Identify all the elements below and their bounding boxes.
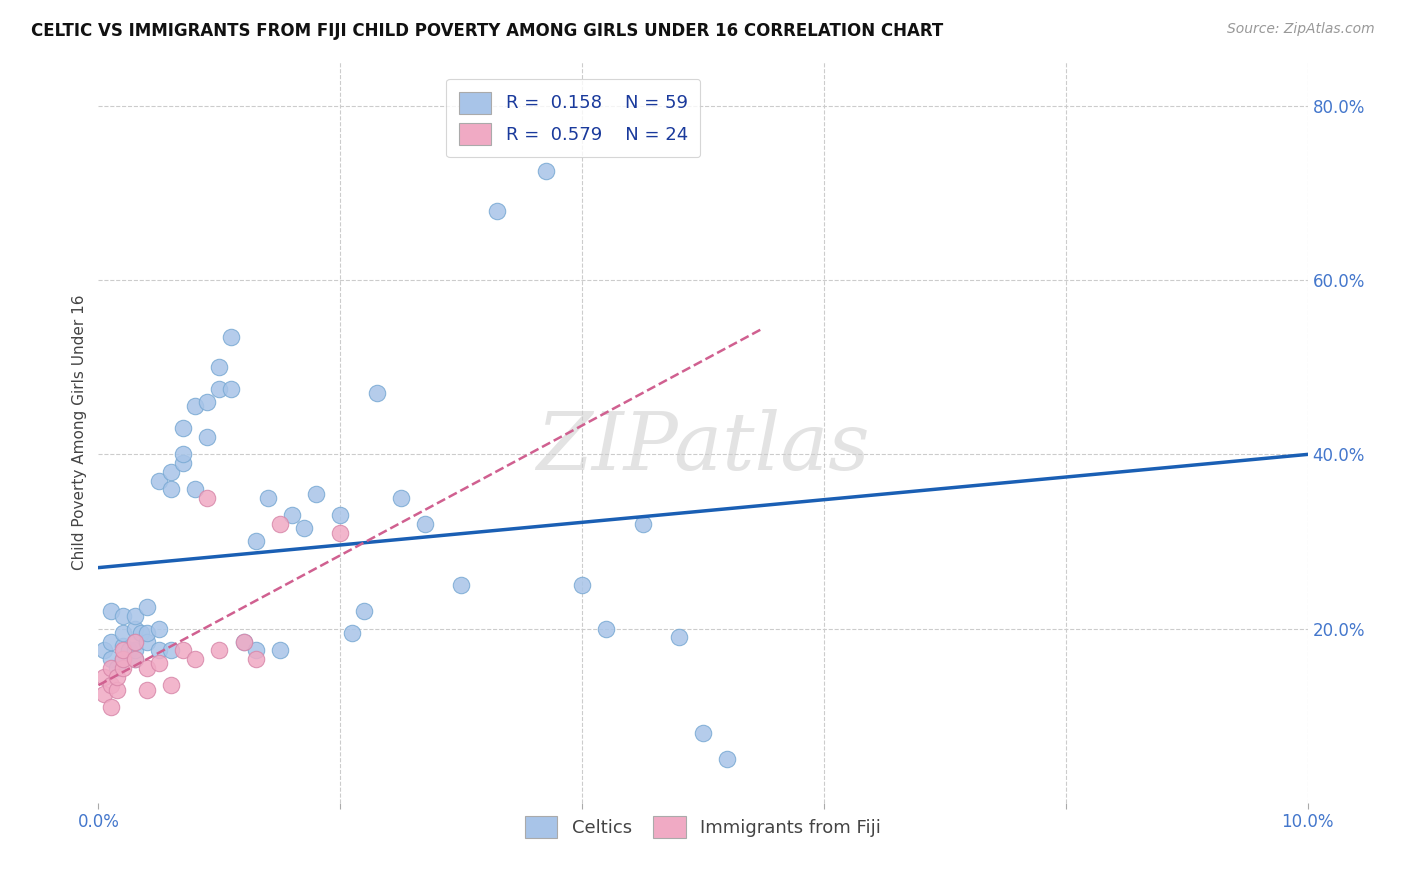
Point (631, 517, 654, 532)
Point (100, 652, 122, 666)
Point (413, 517, 436, 532)
Point (195, 491, 218, 505)
Point (281, 508, 304, 523)
Point (124, 652, 146, 666)
Point (124, 622, 146, 636)
Point (160, 482, 183, 496)
Point (353, 604, 375, 618)
Point (716, 752, 738, 766)
Point (100, 661, 122, 675)
Point (534, 164, 557, 178)
Point (111, 639, 134, 653)
Point (208, 360, 231, 375)
Point (245, 652, 267, 666)
Point (124, 608, 146, 623)
Point (148, 622, 170, 636)
Point (269, 517, 291, 532)
Y-axis label: Child Poverty Among Girls Under 16: Child Poverty Among Girls Under 16 (72, 295, 87, 570)
Point (93, 687, 115, 701)
Point (93, 643, 115, 657)
Point (245, 534, 267, 549)
Point (184, 482, 207, 496)
Point (111, 661, 134, 675)
Point (135, 634, 157, 648)
Point (305, 486, 328, 500)
Point (172, 447, 194, 461)
Point (160, 643, 183, 657)
Point (124, 652, 146, 666)
Point (668, 630, 690, 644)
Point (148, 657, 170, 671)
Text: CELTIC VS IMMIGRANTS FROM FIJI CHILD POVERTY AMONG GIRLS UNDER 16 CORRELATION CH: CELTIC VS IMMIGRANTS FROM FIJI CHILD POV… (31, 22, 943, 40)
Point (93, 669, 115, 683)
Point (111, 626, 134, 640)
Point (135, 661, 157, 675)
Legend: Celtics, Immigrants from Fiji: Celtics, Immigrants from Fiji (517, 809, 889, 846)
Point (124, 643, 146, 657)
Point (135, 626, 157, 640)
Point (111, 652, 134, 666)
Point (245, 643, 267, 657)
Point (329, 508, 352, 523)
Point (329, 525, 352, 540)
Point (366, 386, 388, 401)
Point (232, 634, 254, 648)
Point (195, 430, 218, 444)
Point (208, 382, 231, 396)
Point (208, 643, 231, 657)
Point (100, 678, 122, 692)
Point (172, 643, 194, 657)
Point (111, 652, 134, 666)
Point (389, 491, 412, 505)
Point (124, 634, 146, 648)
Point (292, 521, 315, 535)
Point (692, 726, 714, 740)
Point (221, 330, 243, 344)
Point (232, 634, 254, 648)
Text: Source: ZipAtlas.com: Source: ZipAtlas.com (1227, 22, 1375, 37)
Point (342, 626, 364, 640)
Point (118, 643, 141, 657)
Point (111, 643, 134, 657)
Point (111, 608, 134, 623)
Point (100, 700, 122, 714)
Point (595, 622, 617, 636)
Point (160, 678, 183, 692)
Point (571, 578, 593, 592)
Point (129, 626, 152, 640)
Point (100, 634, 122, 648)
Point (105, 661, 128, 675)
Point (160, 465, 183, 479)
Point (195, 395, 218, 409)
Point (124, 634, 146, 648)
Point (172, 456, 194, 470)
Point (100, 604, 122, 618)
Point (148, 643, 170, 657)
Point (148, 474, 170, 488)
Point (135, 599, 157, 614)
Point (269, 643, 291, 657)
Point (105, 669, 128, 683)
Point (105, 682, 128, 697)
Point (135, 682, 157, 697)
Point (221, 382, 243, 396)
Point (450, 578, 472, 592)
Point (256, 491, 278, 505)
Point (486, 203, 509, 218)
Text: ZIPatlas: ZIPatlas (536, 409, 870, 486)
Point (184, 652, 207, 666)
Point (184, 400, 207, 414)
Point (172, 421, 194, 435)
